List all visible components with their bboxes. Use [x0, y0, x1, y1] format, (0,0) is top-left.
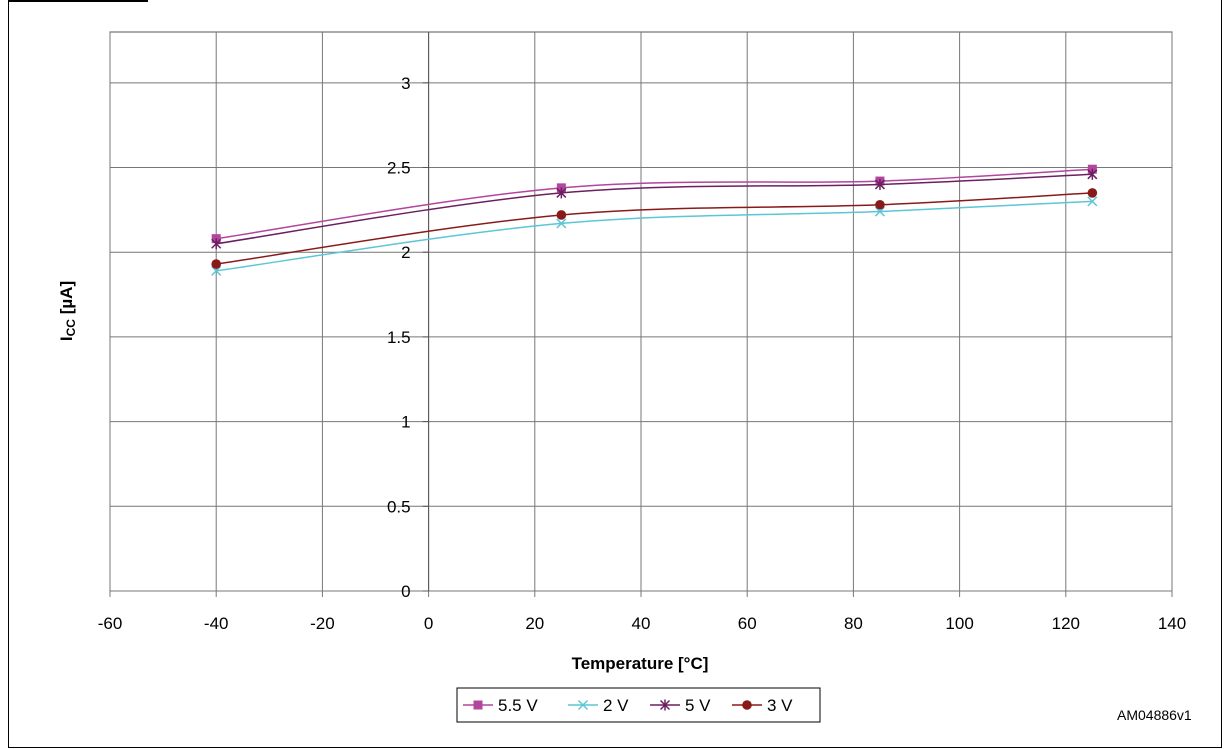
legend-marker — [577, 699, 589, 711]
series-layer — [211, 164, 1098, 276]
series-line — [216, 200, 1093, 272]
data-point — [556, 187, 567, 199]
legend-marker — [659, 699, 671, 711]
frame-top-edge — [8, 0, 148, 2]
x-tick-label: 0 — [424, 614, 433, 633]
legend-label: 5 V — [685, 696, 711, 715]
grid-lines — [109, 32, 1173, 597]
x-tick-label: 140 — [1158, 614, 1186, 633]
legend-label: 2 V — [603, 696, 629, 715]
data-point — [211, 238, 222, 250]
y-tick-label: 0 — [401, 582, 410, 601]
y-tick-label: 0.5 — [387, 497, 411, 516]
legend-label: 3 V — [767, 696, 793, 715]
y-axis-title-main: I — [57, 336, 76, 341]
y-tick-label: 3 — [401, 74, 410, 93]
x-tick-label: -60 — [98, 614, 123, 633]
data-point — [1087, 188, 1098, 198]
series-line — [216, 173, 1093, 245]
legend-item: 3 V — [732, 696, 793, 715]
legend-item: 5 V — [650, 696, 711, 715]
data-point — [556, 218, 567, 229]
x-tick-label: -20 — [310, 614, 335, 633]
x-tick-label: -40 — [204, 614, 229, 633]
legend-marker — [473, 700, 483, 710]
legend-item: 5.5 V — [463, 696, 538, 715]
x-tick-label: 60 — [738, 614, 757, 633]
y-axis-title-unit: [µA] — [57, 281, 76, 319]
y-axis-title-subscript: CC — [64, 319, 78, 337]
series — [211, 196, 1098, 276]
y-tick-label: 1 — [401, 413, 410, 432]
data-point — [874, 206, 885, 217]
data-point — [875, 199, 885, 210]
x-tick-label: 120 — [1052, 614, 1080, 633]
x-tick-label: 80 — [844, 614, 863, 633]
data-point — [1087, 196, 1098, 207]
data-point — [556, 210, 567, 220]
x-tick-label: 100 — [945, 614, 973, 633]
legend-label: 5.5 V — [498, 696, 538, 715]
chart-frame — [8, 0, 1222, 748]
series — [211, 164, 1097, 244]
data-point — [211, 265, 222, 276]
x-tick-label: 40 — [632, 614, 651, 633]
series — [211, 168, 1098, 250]
legend: 5.5 V 2 V 5 V 3 V — [456, 687, 821, 723]
legend-marker — [742, 700, 752, 710]
series-line — [216, 192, 1093, 265]
x-tick-labels: -60 -40 -20 0 20 40 60 80 100 120 140 — [98, 614, 1186, 633]
y-tick-label: 2 — [401, 243, 410, 262]
y-tick-labels: 0 0.5 1 1.5 2 2.5 3 — [387, 74, 429, 601]
series — [211, 188, 1098, 269]
figure-id: AM04886v1 — [1117, 707, 1192, 723]
x-tick-label: 20 — [525, 614, 544, 633]
data-point — [211, 259, 221, 269]
legend-item: 2 V — [568, 696, 629, 715]
data-point — [874, 178, 885, 190]
series-line — [216, 168, 1093, 240]
x-axis-title: Temperature [°C] — [572, 654, 709, 673]
data-point — [1087, 168, 1098, 180]
y-axis-title: ICC [µA] — [57, 281, 78, 341]
y-tick-label: 2.5 — [387, 159, 411, 178]
y-tick-label: 1.5 — [387, 328, 411, 347]
